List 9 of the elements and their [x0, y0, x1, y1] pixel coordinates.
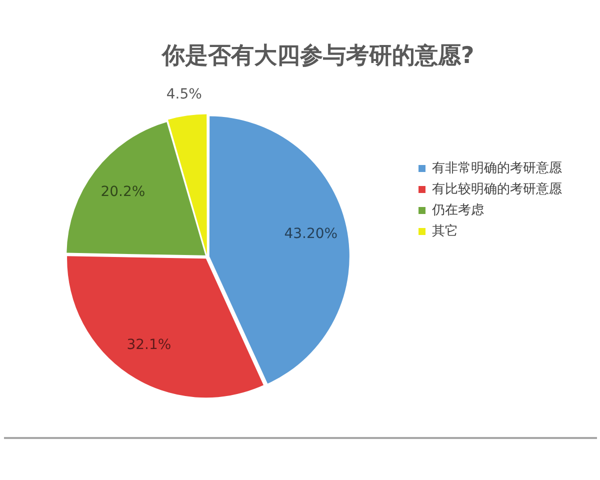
legend-label: 有比较明确的考研意愿 [432, 182, 562, 197]
chart-title: 你是否有大四参与考研的意愿? [160, 42, 474, 69]
legend-label: 仍在考虑 [431, 202, 484, 218]
data-label: 43.20% [284, 226, 338, 242]
data-label: 32.1% [126, 337, 172, 354]
data-label: 20.2% [100, 184, 146, 200]
legend-label: 有非常明确的考研意愿 [432, 160, 562, 176]
legend-label: 其它 [432, 222, 458, 239]
data-label: 4.5% [166, 86, 202, 102]
